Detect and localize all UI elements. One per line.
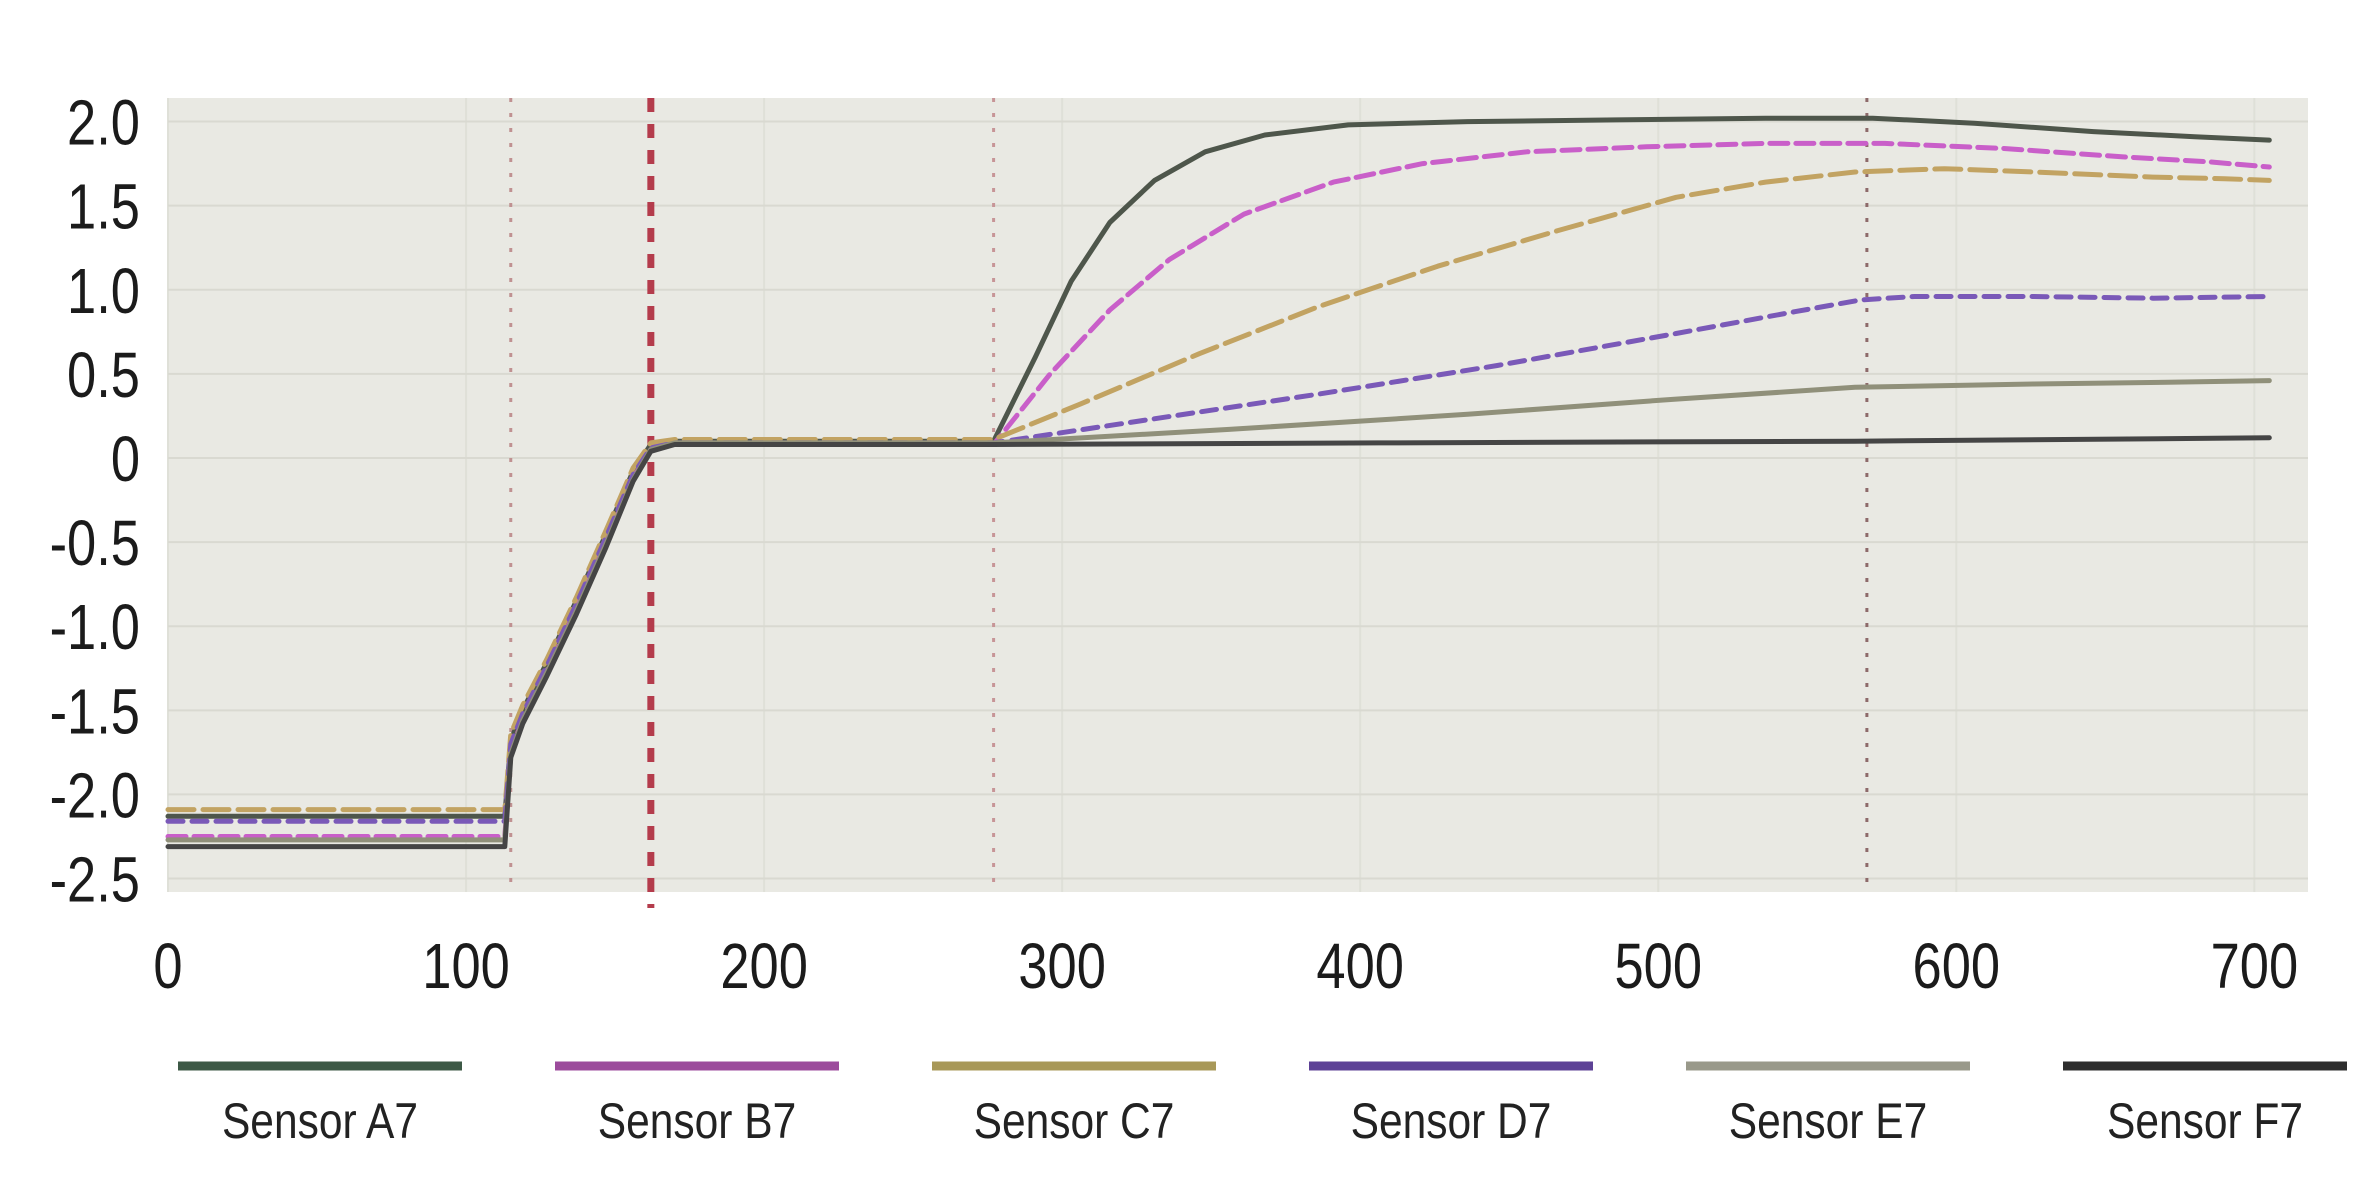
x-tick-100: 100 — [422, 931, 510, 1002]
legend-label-wrap-sensor-e7: Sensor E7 — [1729, 1093, 1927, 1149]
x-tick-300: 300 — [1018, 931, 1106, 1002]
y-tick-1.0: 1.0 — [67, 256, 140, 327]
legend-item-sensor-d7: Sensor D7 — [1309, 1061, 1593, 1149]
y-tick-label: 0.5 — [67, 340, 140, 411]
y-tick-label: 0 — [111, 424, 140, 495]
series-line-sensor-c7 — [165, 166, 2272, 813]
legend-item-sensor-a7: Sensor A7 — [178, 1061, 462, 1149]
y-tick-0: 0 — [111, 424, 140, 495]
y-tick-label: 1.0 — [67, 256, 140, 327]
y-tick--2.5: -2.5 — [50, 845, 140, 916]
legend-label-sensor-c7: Sensor C7 — [974, 1093, 1175, 1149]
y-tick--1.0: -1.0 — [50, 592, 140, 663]
y-tick-label: -0.5 — [50, 508, 140, 579]
y-tick-0.5: 0.5 — [67, 340, 140, 411]
x-tick-label: 600 — [1913, 931, 2001, 1002]
legend-label-sensor-a7: Sensor A7 — [222, 1093, 418, 1149]
legend-label-wrap-sensor-d7: Sensor D7 — [1351, 1093, 1552, 1149]
x-tick-label: 400 — [1316, 931, 1404, 1002]
y-tick-label: -2.5 — [50, 845, 140, 916]
legend-label-sensor-e7: Sensor E7 — [1729, 1093, 1927, 1149]
x-tick-500: 500 — [1614, 931, 1702, 1002]
legend-label-wrap-sensor-b7: Sensor B7 — [598, 1093, 796, 1149]
x-tick-label: 300 — [1018, 931, 1106, 1002]
y-tick--0.5: -0.5 — [50, 508, 140, 579]
legend-label-sensor-b7: Sensor B7 — [598, 1093, 796, 1149]
x-tick-400: 400 — [1316, 931, 1404, 1002]
legend-item-sensor-c7: Sensor C7 — [932, 1061, 1216, 1149]
plot-area — [168, 98, 2308, 892]
x-tick-600: 600 — [1913, 931, 2001, 1002]
legend-item-sensor-f7: Sensor F7 — [2063, 1061, 2347, 1149]
legend-label-wrap-sensor-c7: Sensor C7 — [974, 1093, 1175, 1149]
legend-label-wrap-sensor-a7: Sensor A7 — [222, 1093, 418, 1149]
legend-item-sensor-e7: Sensor E7 — [1686, 1061, 1970, 1149]
x-tick-label: 100 — [422, 931, 510, 1002]
chart-legend: Sensor A7 Sensor B7 Sensor C7 Sensor D7 Sens… — [178, 1061, 2347, 1149]
legend-label-sensor-d7: Sensor D7 — [1351, 1093, 1552, 1149]
x-tick-label: 200 — [720, 931, 808, 1002]
x-tick-0: 0 — [153, 931, 182, 1002]
series-line-sensor-f7 — [165, 435, 2272, 850]
legend-item-sensor-b7: Sensor B7 — [555, 1061, 839, 1149]
legend-label-sensor-f7: Sensor F7 — [2107, 1093, 2303, 1149]
y-tick-label: 1.5 — [67, 172, 140, 243]
x-tick-label: 500 — [1614, 931, 1702, 1002]
x-tick-700: 700 — [2211, 931, 2299, 1002]
y-tick-2.0: 2.0 — [67, 88, 140, 159]
y-tick--1.5: -1.5 — [50, 676, 140, 747]
y-tick-label: -1.0 — [50, 592, 140, 663]
x-tick-label: 0 — [153, 931, 182, 1002]
y-tick--2.0: -2.0 — [50, 761, 140, 832]
legend-label-wrap-sensor-f7: Sensor F7 — [2107, 1093, 2303, 1149]
x-tick-label: 700 — [2211, 931, 2299, 1002]
y-tick-label: -1.5 — [50, 676, 140, 747]
x-tick-200: 200 — [720, 931, 808, 1002]
y-tick-label: -2.0 — [50, 761, 140, 832]
y-tick-1.5: 1.5 — [67, 172, 140, 243]
y-tick-label: 2.0 — [67, 88, 140, 159]
